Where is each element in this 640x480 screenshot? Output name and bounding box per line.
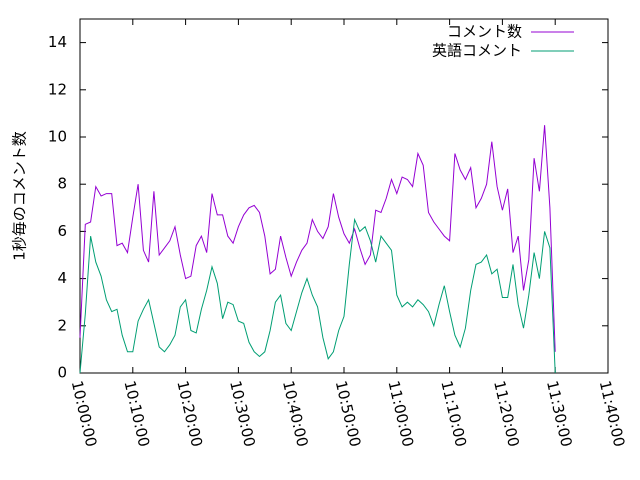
series-line (79, 217, 556, 374)
x-tick-label: 10:40:00 (279, 379, 312, 449)
y-tick-label: 2 (57, 316, 67, 334)
y-tick-label: 4 (57, 269, 67, 287)
series-line (79, 125, 556, 352)
y-tick-label: 6 (57, 222, 67, 240)
x-tick-label: 10:30:00 (226, 379, 259, 449)
y-tick-label: 14 (48, 33, 67, 51)
x-tick-label: 10:50:00 (332, 379, 365, 449)
x-tick-label: 11:00:00 (385, 379, 418, 449)
y-tick-label: 10 (48, 128, 67, 146)
x-tick-label: 10:00:00 (68, 379, 101, 449)
legend-label: 英語コメント (432, 42, 522, 60)
x-tick-label: 10:10:00 (121, 379, 154, 449)
y-tick-label: 12 (48, 80, 67, 98)
x-tick-label: 11:30:00 (543, 379, 576, 449)
x-tick-label: 11:40:00 (596, 379, 629, 449)
y-tick-label: 8 (57, 175, 67, 193)
x-tick-label: 11:20:00 (490, 379, 523, 449)
plot-frame (79, 18, 609, 374)
x-tick-label: 11:10:00 (437, 379, 470, 449)
x-tick-label: 10:20:00 (173, 379, 206, 449)
y-tick-label: 0 (57, 364, 67, 382)
legend-label: コメント数 (447, 23, 522, 41)
y-axis-label: 1秒毎のコメント数 (11, 131, 29, 261)
